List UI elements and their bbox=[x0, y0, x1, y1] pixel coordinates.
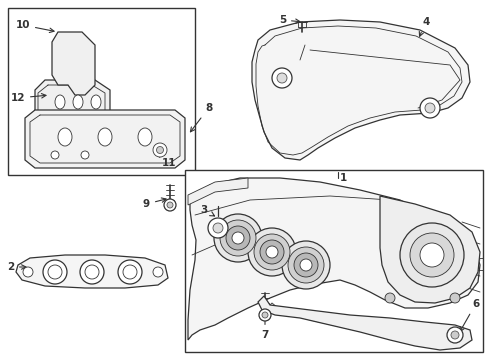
Circle shape bbox=[220, 220, 256, 256]
Circle shape bbox=[451, 331, 459, 339]
Text: 8: 8 bbox=[191, 103, 212, 132]
Text: 3: 3 bbox=[201, 205, 215, 216]
Bar bbox=[185, 170, 483, 352]
Circle shape bbox=[300, 259, 312, 271]
Polygon shape bbox=[258, 296, 472, 350]
Circle shape bbox=[167, 202, 173, 208]
Circle shape bbox=[447, 327, 463, 343]
Circle shape bbox=[450, 293, 460, 303]
Circle shape bbox=[262, 312, 268, 318]
Circle shape bbox=[23, 267, 33, 277]
Circle shape bbox=[277, 73, 287, 83]
Circle shape bbox=[213, 223, 223, 233]
Circle shape bbox=[425, 103, 435, 113]
Circle shape bbox=[232, 232, 244, 244]
Polygon shape bbox=[188, 178, 248, 205]
Circle shape bbox=[294, 253, 318, 277]
Text: 1: 1 bbox=[340, 173, 347, 183]
Circle shape bbox=[420, 243, 444, 267]
Circle shape bbox=[156, 147, 164, 153]
Circle shape bbox=[385, 293, 395, 303]
Ellipse shape bbox=[58, 128, 72, 146]
Ellipse shape bbox=[55, 95, 65, 109]
Polygon shape bbox=[16, 255, 168, 288]
Circle shape bbox=[153, 143, 167, 157]
Circle shape bbox=[85, 265, 99, 279]
Circle shape bbox=[288, 247, 324, 283]
Text: 2: 2 bbox=[7, 262, 26, 272]
Polygon shape bbox=[25, 110, 185, 168]
Text: 9: 9 bbox=[143, 198, 166, 209]
Text: 12: 12 bbox=[10, 93, 46, 103]
Circle shape bbox=[259, 309, 271, 321]
Circle shape bbox=[282, 241, 330, 289]
Text: 7: 7 bbox=[261, 312, 269, 340]
Ellipse shape bbox=[98, 128, 112, 146]
Polygon shape bbox=[35, 80, 110, 125]
Text: 6: 6 bbox=[460, 299, 479, 332]
Circle shape bbox=[164, 199, 176, 211]
Polygon shape bbox=[380, 196, 480, 303]
Circle shape bbox=[208, 218, 228, 238]
Circle shape bbox=[48, 265, 62, 279]
Text: 11: 11 bbox=[158, 153, 176, 168]
Ellipse shape bbox=[51, 151, 59, 159]
Polygon shape bbox=[252, 20, 470, 160]
Circle shape bbox=[248, 228, 296, 276]
Text: 5: 5 bbox=[279, 15, 300, 25]
Circle shape bbox=[118, 260, 142, 284]
Text: 4: 4 bbox=[419, 17, 429, 36]
Ellipse shape bbox=[81, 151, 89, 159]
Circle shape bbox=[400, 223, 464, 287]
Bar bbox=[8, 8, 195, 175]
Circle shape bbox=[410, 233, 454, 277]
Polygon shape bbox=[188, 178, 480, 340]
Circle shape bbox=[43, 260, 67, 284]
Circle shape bbox=[153, 267, 163, 277]
Polygon shape bbox=[52, 32, 95, 95]
Text: 10: 10 bbox=[16, 20, 54, 32]
Circle shape bbox=[214, 214, 262, 262]
Ellipse shape bbox=[91, 95, 101, 109]
Circle shape bbox=[266, 246, 278, 258]
Circle shape bbox=[80, 260, 104, 284]
Circle shape bbox=[226, 226, 250, 250]
Circle shape bbox=[123, 265, 137, 279]
Circle shape bbox=[272, 68, 292, 88]
Circle shape bbox=[420, 98, 440, 118]
Circle shape bbox=[254, 234, 290, 270]
Ellipse shape bbox=[138, 128, 152, 146]
Ellipse shape bbox=[73, 95, 83, 109]
Circle shape bbox=[260, 240, 284, 264]
